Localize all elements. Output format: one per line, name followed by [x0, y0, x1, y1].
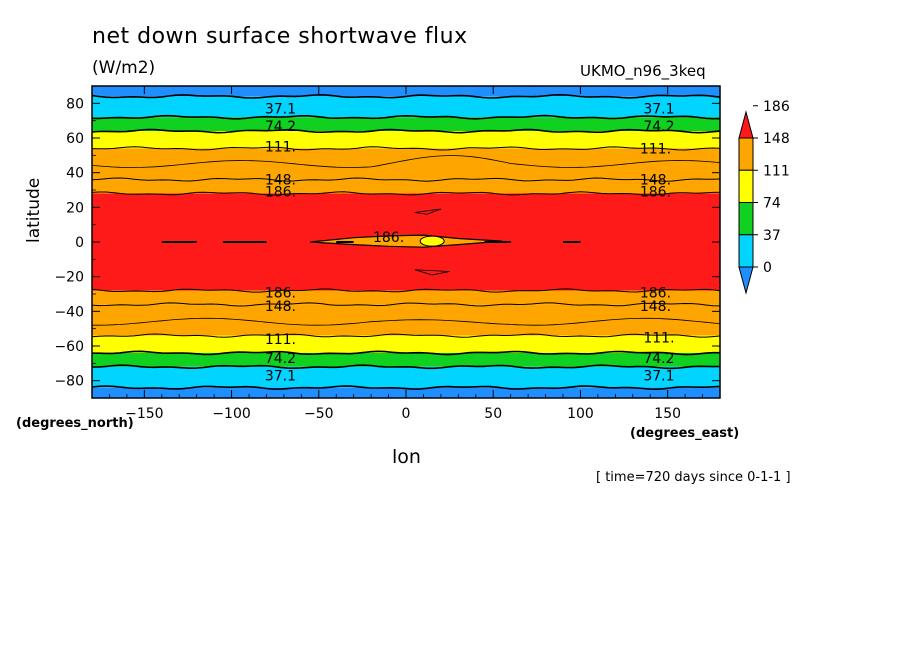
- equatorial-features: [161, 208, 581, 276]
- contour-label-8: 186.: [265, 185, 296, 201]
- colorbar-label-5: 186: [763, 99, 790, 115]
- y-tick-label-3: −20: [54, 270, 84, 286]
- contour-label-19: 37.1: [265, 368, 296, 384]
- flux-band-11: [92, 366, 720, 388]
- y-tick-label-4: 0: [75, 235, 84, 251]
- chart-title: net down surface shortwave flux: [92, 24, 468, 49]
- colorbar-label-1: 37: [763, 228, 781, 244]
- colorbar-label-2: 74: [763, 196, 781, 212]
- x-tick-label-2: −50: [304, 406, 334, 422]
- small-contour-north: [414, 208, 442, 215]
- contour-line-9: [92, 350, 720, 356]
- x-ticks: −150 −100 −50 0 50 100 150: [109, 86, 703, 422]
- contour-label-0: 37.1: [265, 102, 296, 118]
- contour-label-5: 111.: [640, 141, 671, 157]
- contour-label-20: 37.1: [643, 368, 674, 384]
- y-tick-label-5: 20: [66, 200, 84, 216]
- flux-band-10: [92, 352, 720, 367]
- flux-band-4: [92, 148, 720, 180]
- contour-label-11: 186.: [265, 285, 296, 301]
- colorbar-top-arrow: [738, 110, 754, 139]
- contour-label-9: 186.: [640, 185, 671, 201]
- contour-line-8: [91, 333, 721, 338]
- contour-line-6: [91, 288, 721, 293]
- colorbar-bottom-arrow: [738, 266, 754, 295]
- y-tick-label-2: −40: [54, 304, 84, 320]
- y-ticks: −80 −60 −40 −20 0 20 40 60 80: [54, 85, 720, 399]
- contour-label-2: 74.2: [265, 119, 296, 135]
- colorbar-segment-4: [738, 137, 754, 171]
- x-axis-label: lon: [392, 446, 421, 468]
- time-label: [ time=720 days since 0-1-1 ]: [596, 470, 791, 485]
- y-tick-label-7: 60: [66, 131, 84, 147]
- contour-label-4: 111.: [265, 140, 296, 156]
- contour-line-5: [91, 191, 721, 196]
- model-label: UKMO_n96_3keq: [580, 62, 706, 80]
- contour-line-10: [91, 364, 721, 370]
- contour-line-thin-0: [91, 155, 721, 168]
- contour-label-10: 186.: [373, 230, 404, 246]
- contour-label-14: 148.: [640, 299, 671, 315]
- colorbar-segment-2: [738, 202, 754, 236]
- x-tick-label-0: −150: [125, 406, 163, 422]
- contour-label-12: 186.: [640, 285, 671, 301]
- colorbar-label-4: 148: [763, 131, 790, 147]
- colorbar: 0 37 74 111 148 186: [738, 99, 790, 295]
- y-tick-label-6: 40: [66, 166, 84, 182]
- contour-label-7: 148.: [640, 173, 671, 189]
- equatorial-yellow-region: [419, 235, 445, 247]
- flux-band-1: [92, 96, 720, 118]
- x-tick-label-6: 150: [654, 406, 681, 422]
- flux-band-5: [92, 179, 720, 194]
- contour-line-0: [91, 93, 721, 99]
- units-label: (W/m2): [92, 58, 156, 78]
- flux-band-3: [92, 131, 720, 149]
- y-tick-label-0: −80: [54, 374, 84, 390]
- y-tick-label-8: 80: [66, 96, 84, 112]
- flux-band-9: [92, 335, 720, 353]
- colorbar-segment-1: [738, 234, 754, 268]
- flux-band-7: [92, 290, 720, 305]
- colorbar-segment-3: [738, 169, 754, 203]
- contour-label-17: 74.2: [265, 351, 296, 367]
- contour-line-4: [91, 177, 721, 182]
- contour-line-7: [91, 302, 721, 307]
- contour-line-3: [91, 146, 721, 151]
- x-tick-label-1: −100: [212, 406, 250, 422]
- contour-label-3: 74.2: [643, 119, 674, 135]
- y-tick-label-1: −60: [54, 339, 84, 355]
- colorbar-label-3: 111: [763, 163, 790, 179]
- contour-line-11: [91, 385, 721, 391]
- colorbar-label-0: 0: [763, 260, 772, 276]
- y-units-label: (degrees_north): [16, 416, 134, 431]
- x-tick-label-5: 100: [567, 406, 594, 422]
- contour-line-2: [91, 128, 721, 134]
- contour-label-13: 148.: [265, 299, 296, 315]
- contour-line-1: [91, 114, 721, 120]
- x-tick-label-4: 50: [484, 406, 502, 422]
- contour-label-1: 37.1: [643, 102, 674, 118]
- x-tick-label-3: 0: [402, 406, 411, 422]
- small-contour-south: [414, 269, 450, 276]
- contour-label-15: 111.: [265, 332, 296, 348]
- contour-line-thin-1: [92, 317, 721, 326]
- flux-band-2: [92, 117, 720, 132]
- x-units-label: (degrees_east): [630, 426, 740, 441]
- contour-lines: [91, 93, 721, 391]
- contour-label-18: 74.2: [643, 351, 674, 367]
- contour-label-16: 111.: [643, 330, 674, 346]
- contour-label-6: 148.: [265, 173, 296, 189]
